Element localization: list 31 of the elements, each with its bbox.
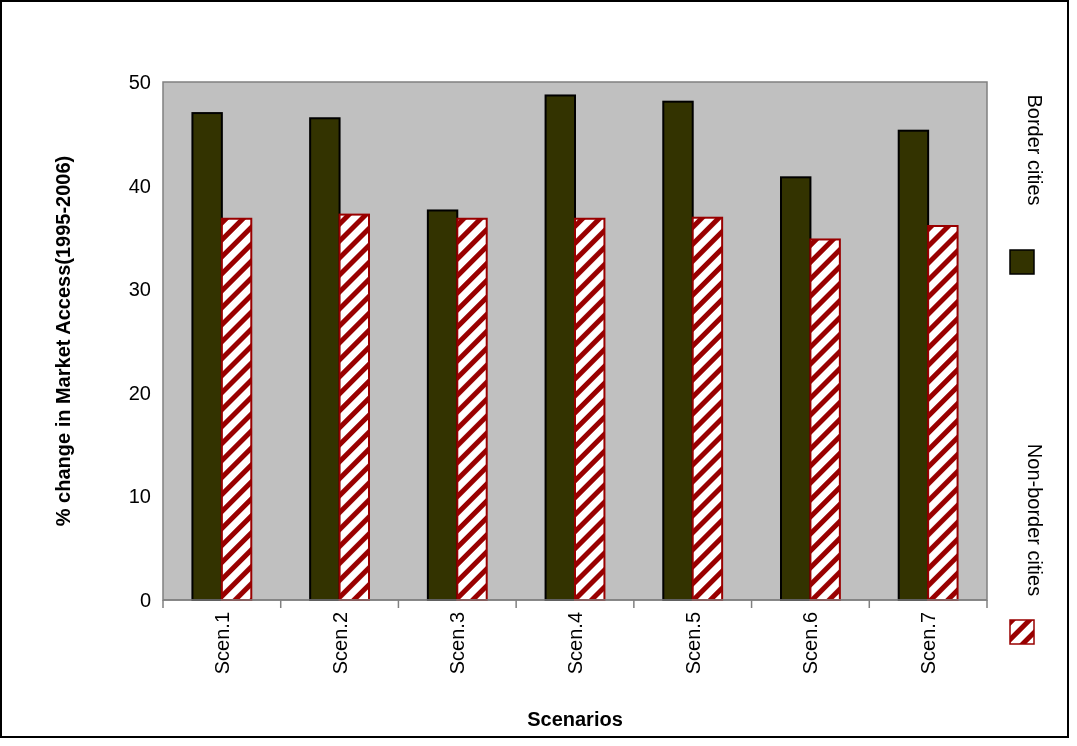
y-tick-label: 40 bbox=[128, 174, 151, 197]
y-tick-label: 50 bbox=[128, 71, 151, 93]
bar bbox=[809, 238, 841, 601]
x-tick-label: Scen.4 bbox=[564, 612, 586, 675]
bar bbox=[426, 209, 459, 601]
bar bbox=[220, 217, 253, 601]
x-axis-title: Scenarios bbox=[527, 708, 623, 730]
y-tick-label: 30 bbox=[128, 278, 151, 301]
y-tick-label: 20 bbox=[128, 381, 151, 404]
y-axis-title: % change in Market Access(1995-2006) bbox=[52, 155, 74, 527]
x-tick-label: Scen.6 bbox=[799, 612, 822, 675]
bar bbox=[191, 112, 223, 601]
y-tick-label: 0 bbox=[139, 589, 151, 611]
bar bbox=[456, 217, 488, 601]
x-tick-label: Scen.1 bbox=[210, 612, 233, 675]
bar bbox=[780, 176, 812, 601]
bar bbox=[662, 100, 694, 601]
bar bbox=[897, 129, 930, 601]
y-tick-label: 10 bbox=[128, 485, 151, 508]
x-tick-label: Scen.7 bbox=[917, 612, 940, 675]
x-tick-label: Scen.2 bbox=[328, 612, 351, 675]
bar bbox=[691, 216, 724, 601]
bar bbox=[338, 213, 370, 601]
text: Border cities bbox=[1024, 94, 1046, 206]
text: Non-border cities bbox=[1024, 443, 1046, 597]
bar bbox=[927, 225, 959, 601]
x-tick-label: Scen.3 bbox=[446, 612, 469, 675]
x-tick-label: Scen.5 bbox=[681, 612, 704, 675]
bar bbox=[309, 117, 341, 601]
bar bbox=[574, 217, 606, 601]
bar bbox=[544, 94, 576, 601]
